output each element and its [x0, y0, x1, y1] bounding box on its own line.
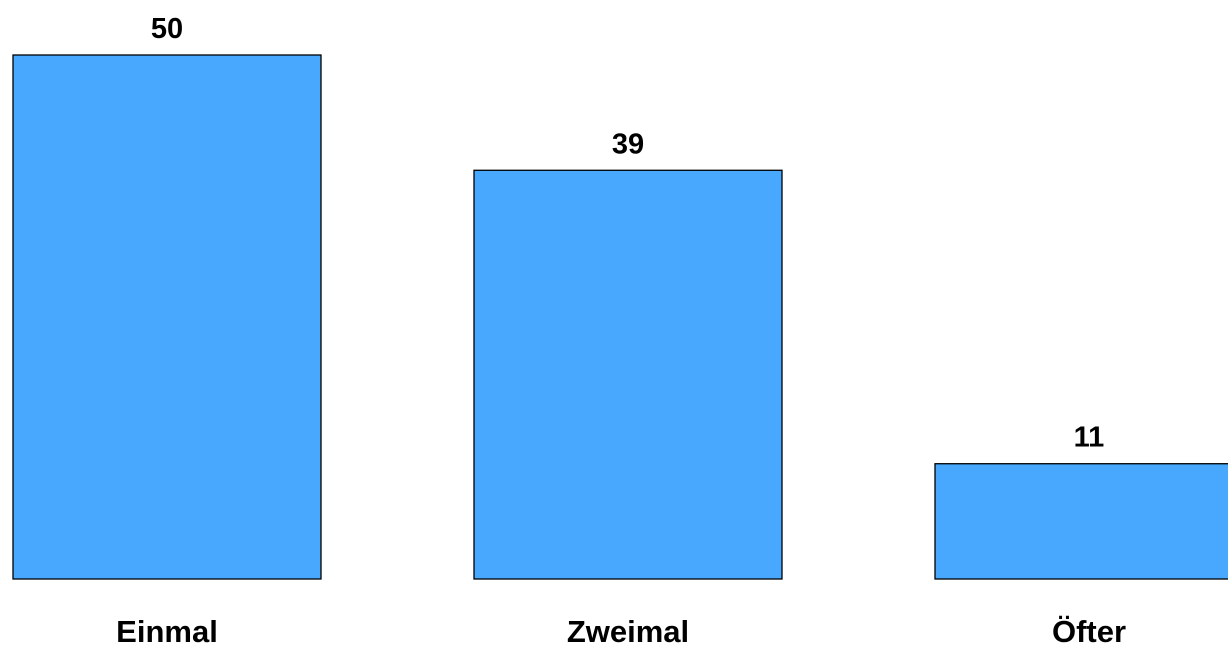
- category-label-0: Einmal: [116, 614, 218, 646]
- bar-0: [12, 54, 322, 580]
- category-label-1: Zweimal: [567, 614, 689, 646]
- bar-2: [934, 463, 1228, 580]
- value-label-2: 11: [1074, 422, 1105, 454]
- bar-1: [473, 169, 783, 580]
- value-labels-group: 50 39 11: [151, 13, 1104, 454]
- category-labels-group: Einmal Zweimal Öfter: [116, 614, 1126, 646]
- value-label-1: 39: [612, 128, 644, 160]
- category-label-2: Öfter: [1052, 614, 1126, 646]
- bars-group: [12, 54, 1228, 580]
- value-label-0: 50: [151, 13, 183, 45]
